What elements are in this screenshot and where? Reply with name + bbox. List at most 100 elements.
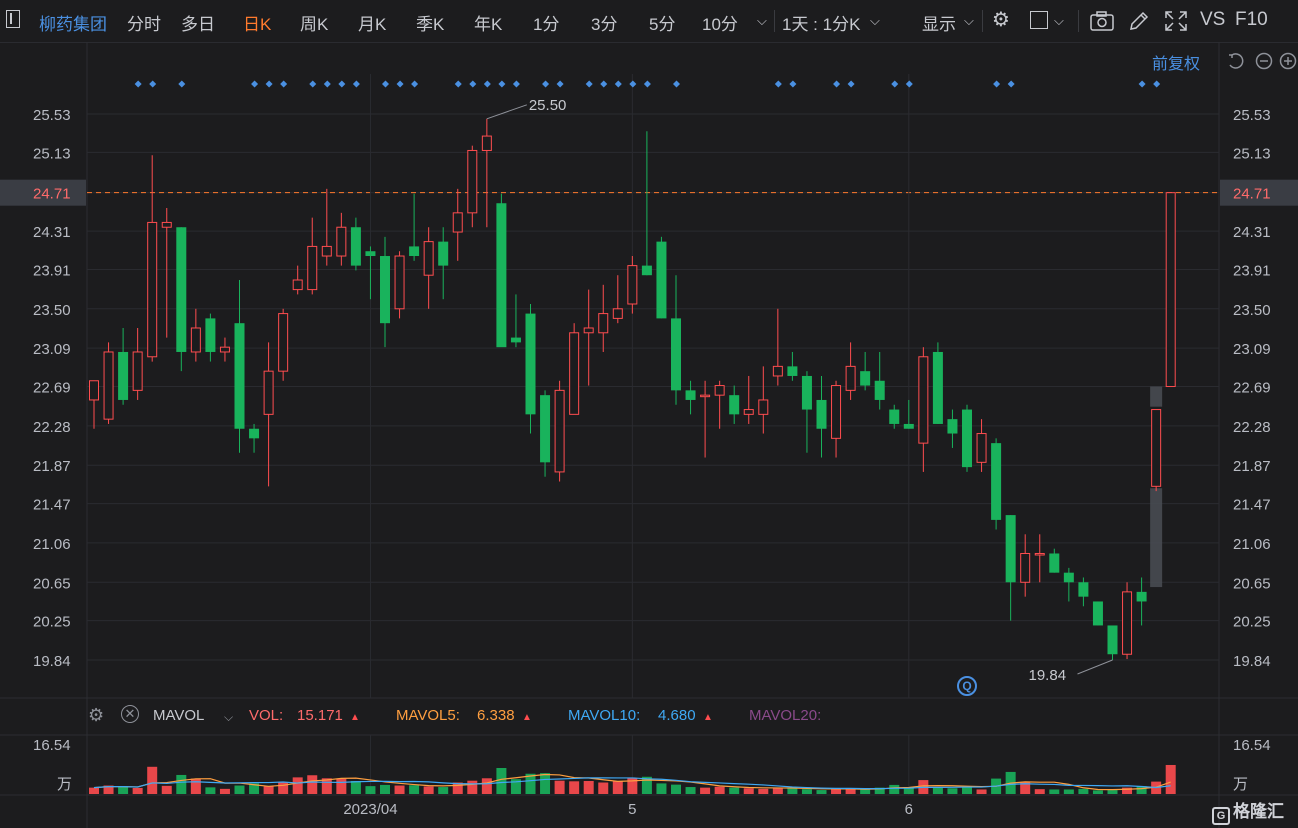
current-price-badge-left: [0, 179, 86, 206]
sidebar-toggle-icon[interactable]: [6, 10, 20, 28]
current-price-badge-right: [1220, 179, 1298, 206]
y-tick-label-left: 20.25: [33, 614, 71, 631]
y-tick-label-right: 25.53: [1233, 107, 1271, 124]
tab-10min[interactable]: 10分: [702, 15, 738, 34]
y-tick-label-right: 23.09: [1233, 341, 1271, 358]
y-tick-label-right: 24.31: [1233, 224, 1271, 241]
gear-icon[interactable]: ⚙: [992, 9, 1010, 31]
y-tick-label-right: 21.87: [1233, 458, 1271, 475]
mavol20-label: MAVOL20:: [749, 707, 822, 724]
candle-body: [292, 279, 303, 291]
logo: G 格隆汇: [1212, 797, 1284, 825]
tab-yuek[interactable]: 月K: [358, 15, 387, 34]
candle-body: [758, 399, 769, 415]
low-leader: [1077, 659, 1113, 675]
adjust-mode[interactable]: 前复权: [1152, 56, 1201, 73]
volume-bar: [671, 784, 681, 794]
signal-diamond: [352, 80, 360, 88]
y-tick-label-left: 21.47: [33, 497, 71, 514]
chevron-down-icon[interactable]: ⌵: [224, 710, 234, 724]
volume-bar: [656, 783, 667, 794]
candle-body: [394, 255, 405, 310]
vol-unit-left: 万: [57, 776, 72, 793]
volume-bar: [1034, 789, 1045, 794]
candle-body: [336, 226, 347, 257]
y-tick-label-left: 24.31: [33, 224, 71, 241]
fullscreen-icon[interactable]: [1164, 10, 1188, 32]
volume-bar: [147, 766, 158, 794]
volume-bar: [641, 776, 652, 794]
tab-niank[interactable]: 年K: [474, 15, 503, 34]
volume-bar: [205, 787, 216, 794]
camera-icon[interactable]: [1090, 11, 1114, 31]
indicator-name[interactable]: MAVOL: [153, 707, 205, 724]
volume-bar: [409, 785, 420, 794]
tab-jik[interactable]: 季K: [416, 15, 445, 34]
tab-duori[interactable]: 多日: [181, 15, 215, 34]
mavol5-label: MAVOL5:: [396, 707, 460, 724]
chevron-down-icon[interactable]: ⌵: [1054, 13, 1064, 28]
volume-bar: [831, 789, 842, 794]
signal-diamond: [134, 80, 142, 88]
gear-icon[interactable]: ⚙: [88, 705, 105, 725]
chevron-down-icon[interactable]: ⌵: [870, 13, 880, 28]
tab-fenshi[interactable]: 分时: [127, 15, 161, 34]
candle-body: [1063, 572, 1074, 583]
volume-bar: [89, 787, 99, 794]
display-menu[interactable]: 显示: [922, 15, 956, 34]
signal-diamond: [600, 80, 608, 88]
logo-mark-icon: G: [1212, 807, 1230, 825]
volume-bar: [496, 768, 507, 794]
close-icon[interactable]: ✕: [121, 705, 139, 723]
signal-diamond: [178, 80, 186, 88]
toolbar: 柳药集团 分时 多日 日K 周K 月K 季K 年K 1分 3分 5分 10分 ⌵…: [0, 0, 1298, 43]
candle-body: [234, 323, 245, 429]
signal-diamond: [847, 80, 855, 88]
tab-5min[interactable]: 5分: [649, 15, 676, 34]
candle-body: [423, 241, 434, 276]
candle-body: [409, 246, 420, 257]
stock-name[interactable]: 柳药集团: [39, 15, 107, 34]
x-tick-label: 2023/04: [343, 801, 397, 818]
tab-rik[interactable]: 日K: [243, 15, 272, 34]
chevron-down-icon[interactable]: ⌵: [757, 13, 767, 28]
y-tick-label-right: 21.06: [1233, 536, 1271, 553]
volume-bar: [1107, 790, 1118, 794]
volume-bar: [132, 787, 143, 794]
zoom-out-icon[interactable]: [1255, 52, 1273, 70]
tab-1min[interactable]: 1分: [533, 15, 560, 34]
y-tick-label-left: 25.13: [33, 145, 71, 162]
square-icon[interactable]: [1030, 11, 1048, 29]
separator: [774, 10, 775, 32]
volume-bar: [1092, 790, 1103, 794]
volume-bar: [554, 780, 565, 794]
signal-diamond: [411, 80, 419, 88]
candle-body: [481, 135, 492, 151]
pencil-icon[interactable]: [1128, 10, 1150, 32]
signal-diamond: [1138, 80, 1146, 88]
candle-body: [525, 313, 536, 415]
f10-button[interactable]: F10: [1235, 9, 1268, 30]
tab-3min[interactable]: 3分: [591, 15, 618, 34]
candle-body: [845, 365, 856, 391]
volume-bar: [845, 788, 856, 794]
mavol10-value: 4.680: [658, 707, 696, 724]
x-tick-label: 5: [628, 801, 636, 818]
undo-icon[interactable]: [1229, 53, 1244, 69]
candle-body: [1049, 553, 1060, 573]
candle-body: [787, 366, 798, 376]
volume-bar: [1165, 764, 1176, 794]
zoom-in-icon[interactable]: [1279, 52, 1297, 70]
chevron-down-icon[interactable]: ⌵: [964, 13, 974, 28]
volume-bar: [903, 787, 914, 794]
candle-body: [743, 409, 754, 415]
period-select[interactable]: 1天 : 1分K: [782, 15, 861, 34]
vol-max-label-right: 16.54: [1233, 737, 1271, 754]
tab-zhouk[interactable]: 周K: [300, 15, 329, 34]
locate-icon[interactable]: Q: [957, 676, 977, 696]
signal-diamond: [251, 80, 259, 88]
candle-body: [874, 380, 885, 400]
vs-button[interactable]: VS: [1200, 9, 1226, 30]
candle-body: [772, 365, 783, 377]
